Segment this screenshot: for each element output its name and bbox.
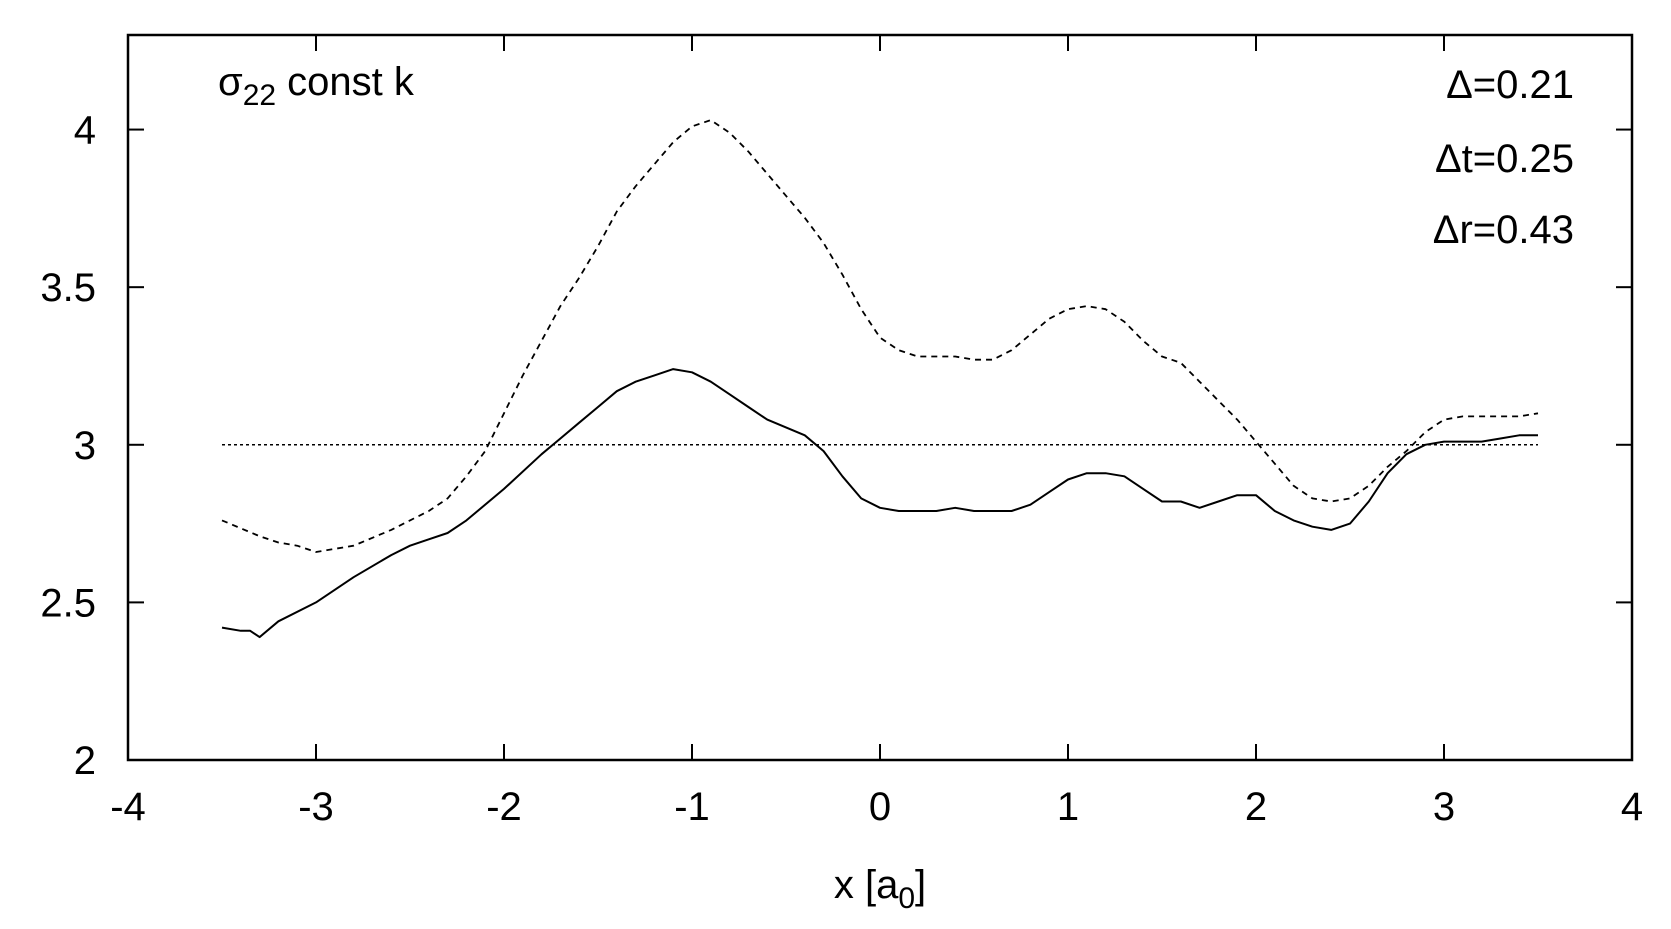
x-tick-label: 2 bbox=[1245, 785, 1267, 829]
x-tick-label: -1 bbox=[674, 785, 710, 829]
x-tick-label: -2 bbox=[486, 785, 522, 829]
annotation-subscript: 22 bbox=[243, 79, 276, 112]
annotation-rest: const k bbox=[276, 60, 415, 104]
x-axis-label: x [a0] bbox=[834, 863, 926, 915]
x-tick-label: 0 bbox=[869, 785, 891, 829]
x-tick-label: 4 bbox=[1621, 785, 1643, 829]
x-axis-label-subscript: 0 bbox=[898, 882, 915, 915]
annotation-top-left: σ22 const k bbox=[218, 60, 415, 112]
y-tick-labels: 2 2.5 3 3.5 4 bbox=[40, 109, 96, 783]
x-tick-label: -4 bbox=[110, 785, 146, 829]
x-tick-label: 3 bbox=[1433, 785, 1455, 829]
y-tick-label: 3.5 bbox=[40, 266, 96, 310]
y-tick-label: 2.5 bbox=[40, 581, 96, 625]
x-tick-label: -3 bbox=[298, 785, 334, 829]
annotation-delta-r: Δr=0.43 bbox=[1433, 208, 1574, 252]
y-tick-label: 3 bbox=[74, 424, 96, 468]
annotation-sigma: σ bbox=[218, 60, 243, 104]
annotation-top-right: Δ=0.21 Δt=0.25 Δr=0.43 bbox=[1433, 63, 1574, 252]
x-tick-label: 1 bbox=[1057, 785, 1079, 829]
y-tick-label: 4 bbox=[74, 109, 96, 153]
x-axis-label-end: ] bbox=[915, 863, 926, 907]
plot-frame bbox=[126, 33, 1634, 762]
series-line-solid bbox=[221, 368, 1538, 639]
annotation-delta-t: Δt=0.25 bbox=[1435, 137, 1574, 181]
x-tick-labels: -4 -3 -2 -1 0 1 2 3 4 bbox=[110, 785, 1643, 829]
x-axis-label-main: x [a bbox=[834, 863, 899, 907]
y-tick-label: 2 bbox=[74, 739, 96, 783]
series-group bbox=[221, 119, 1539, 639]
annotation-delta: Δ=0.21 bbox=[1446, 63, 1574, 107]
